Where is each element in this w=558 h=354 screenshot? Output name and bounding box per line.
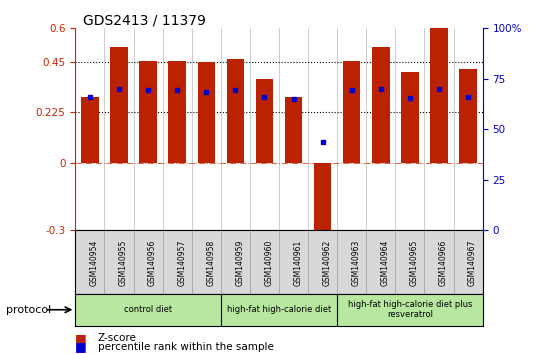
Text: GSM140963: GSM140963 <box>352 240 360 286</box>
Bar <box>110 47 128 163</box>
Text: GSM140964: GSM140964 <box>381 240 390 286</box>
Text: GSM140961: GSM140961 <box>294 240 302 286</box>
Bar <box>401 72 418 163</box>
Text: GSM140962: GSM140962 <box>323 240 331 286</box>
Text: GSM140960: GSM140960 <box>264 240 273 286</box>
Text: GSM140956: GSM140956 <box>148 240 157 286</box>
Text: Z-score: Z-score <box>98 333 137 343</box>
Text: high-fat high-calorie diet: high-fat high-calorie diet <box>227 305 331 314</box>
Text: GSM140954: GSM140954 <box>90 240 99 286</box>
Bar <box>285 97 302 163</box>
Text: GSM140965: GSM140965 <box>410 240 419 286</box>
Bar <box>81 97 99 163</box>
Text: ■: ■ <box>75 332 87 344</box>
Text: percentile rank within the sample: percentile rank within the sample <box>98 342 273 352</box>
Text: GSM140959: GSM140959 <box>235 240 244 286</box>
Text: GSM140955: GSM140955 <box>119 240 128 286</box>
Bar <box>169 61 186 163</box>
Bar <box>227 58 244 163</box>
Text: control diet: control diet <box>124 305 172 314</box>
Bar <box>372 47 389 163</box>
Text: ■: ■ <box>75 341 87 353</box>
Bar <box>198 62 215 163</box>
Text: GSM140957: GSM140957 <box>177 240 186 286</box>
Text: GSM140958: GSM140958 <box>206 240 215 286</box>
Text: high-fat high-calorie diet plus
resveratrol: high-fat high-calorie diet plus resverat… <box>348 300 472 319</box>
Text: GSM140966: GSM140966 <box>439 240 448 286</box>
Bar <box>430 28 448 163</box>
Bar <box>256 79 273 163</box>
Text: GSM140967: GSM140967 <box>468 240 477 286</box>
Bar <box>140 61 157 163</box>
Text: GDS2413 / 11379: GDS2413 / 11379 <box>84 13 206 27</box>
Text: protocol: protocol <box>6 305 51 315</box>
Bar <box>314 163 331 240</box>
Bar <box>343 61 360 163</box>
Bar <box>459 69 477 163</box>
